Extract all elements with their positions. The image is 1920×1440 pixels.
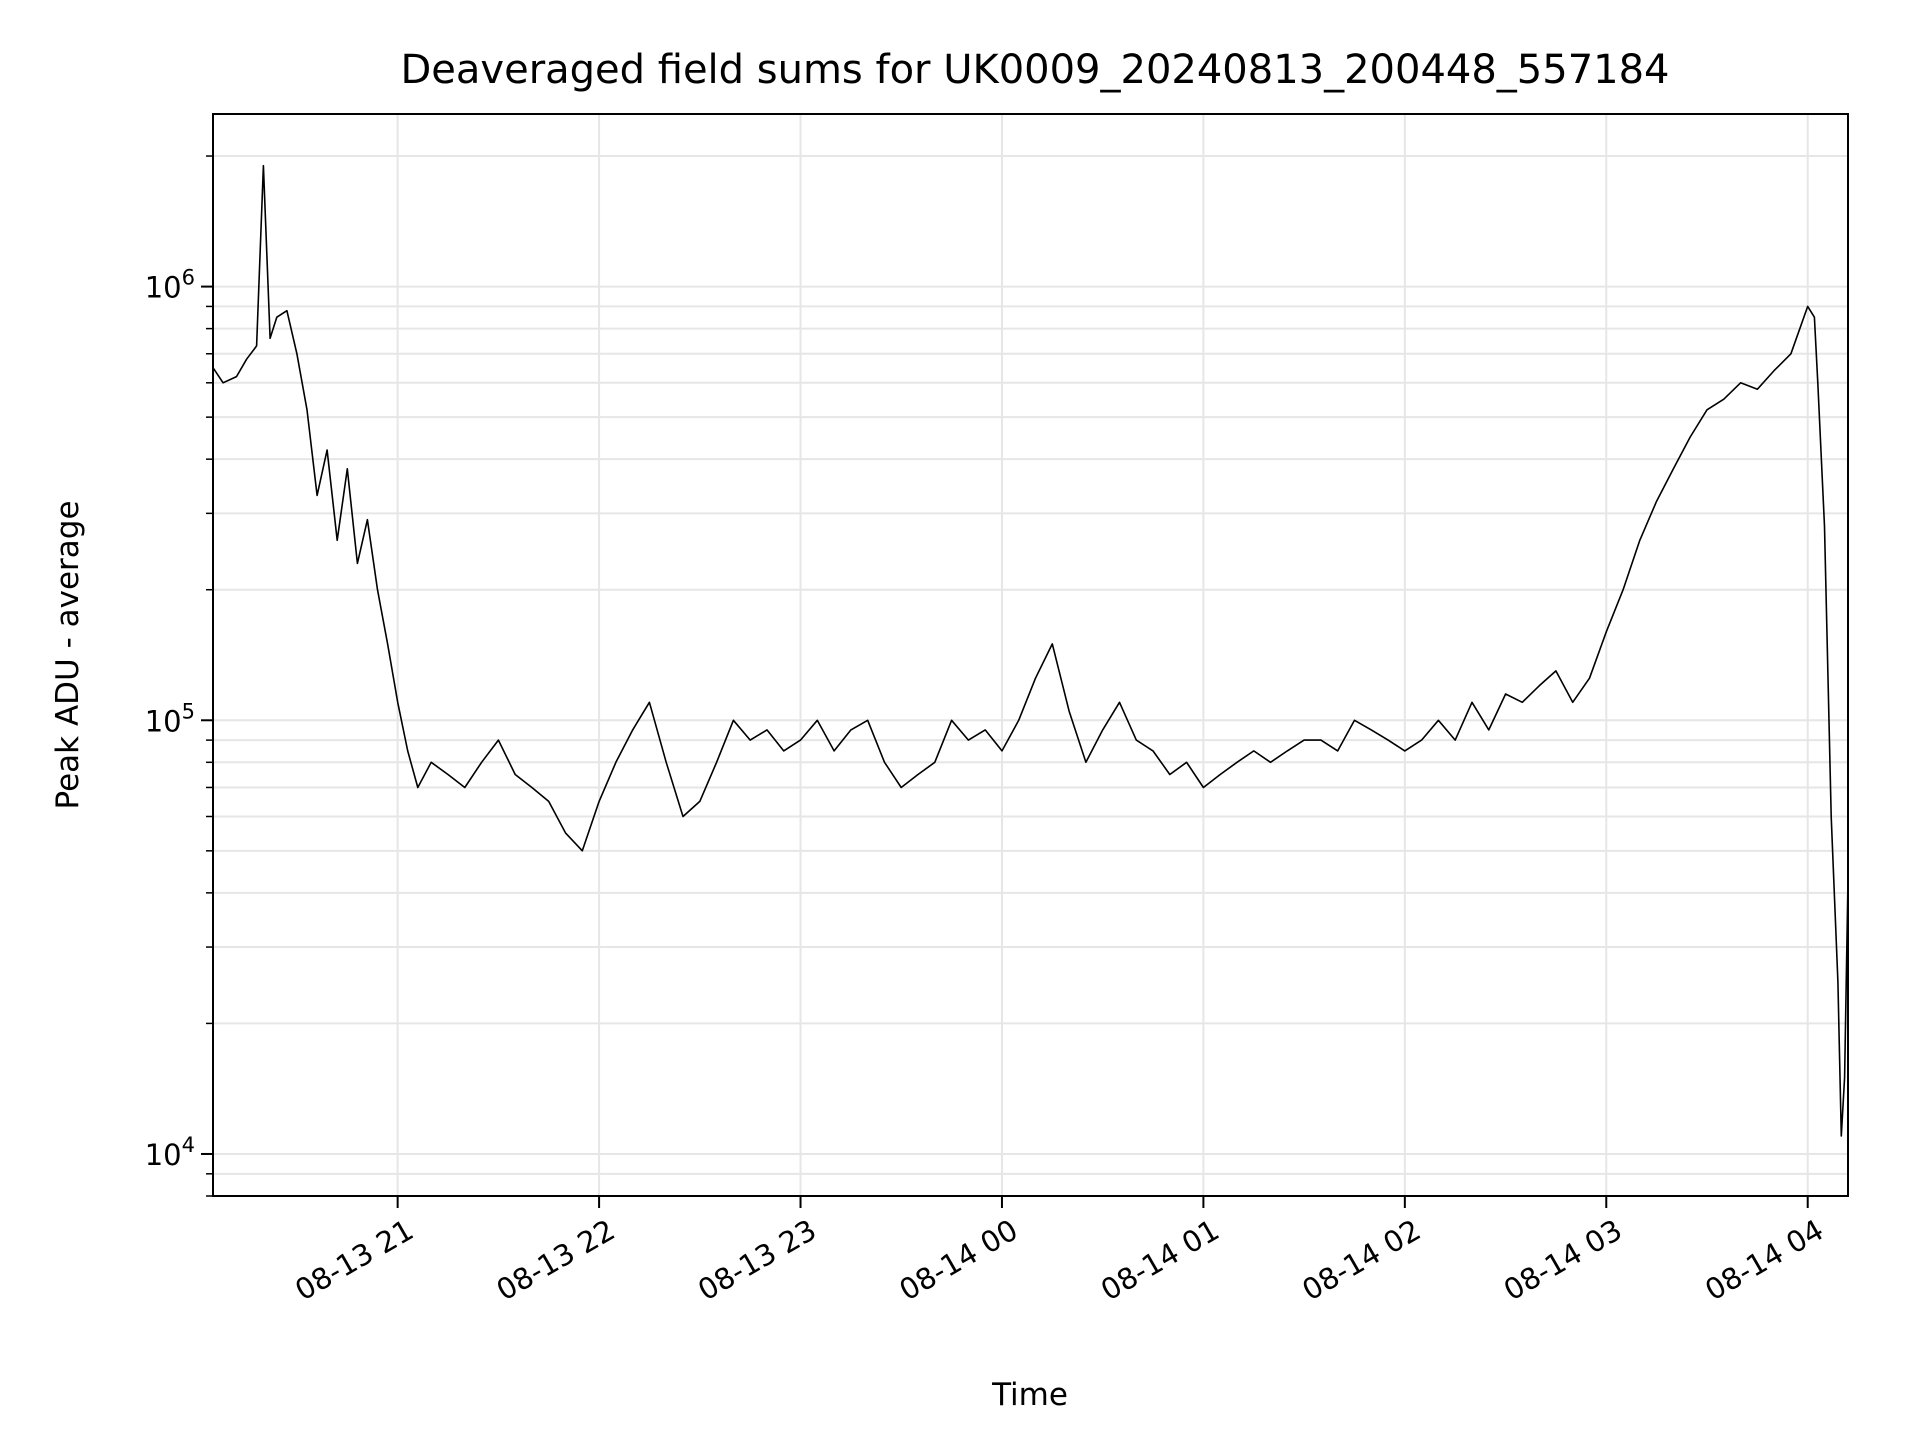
y-tick-label: 106: [145, 266, 195, 305]
x-axis-label: Time: [991, 1377, 1068, 1413]
gridlines: [213, 114, 1848, 1197]
series-group: [212, 164, 1849, 1137]
chart-title: Deaveraged field sums for UK0009_2024081…: [400, 47, 1669, 93]
plot-frame: [212, 113, 1849, 1197]
y-axis: 104 105 106: [145, 155, 213, 1197]
y-tick-label: 105: [145, 699, 195, 738]
y-axis-label: Peak ADU - average: [50, 500, 86, 809]
series-line: [212, 164, 1849, 1137]
y-tick-label: 104: [145, 1133, 195, 1172]
